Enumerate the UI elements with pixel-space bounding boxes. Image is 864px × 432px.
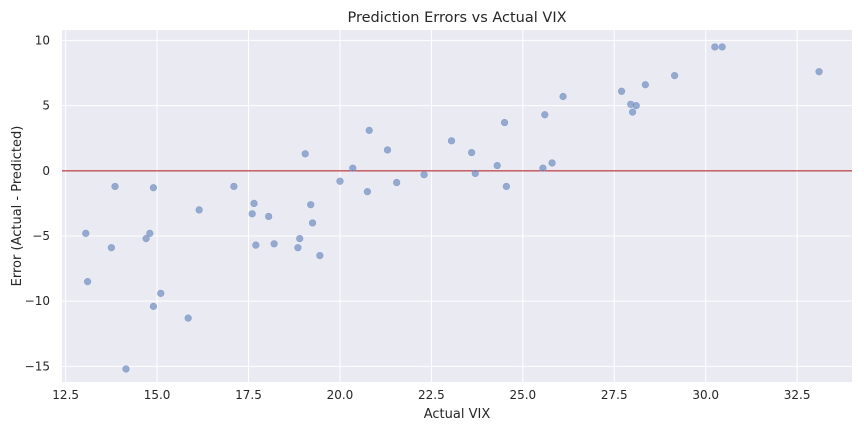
data-point xyxy=(82,229,90,237)
data-point xyxy=(393,178,401,187)
data-point xyxy=(500,118,509,127)
plot-area xyxy=(62,30,852,382)
data-point xyxy=(308,219,317,227)
data-point xyxy=(349,164,357,172)
data-point xyxy=(502,182,510,191)
y-axis-label: Error (Actual - Predicted) xyxy=(10,126,25,287)
data-point xyxy=(248,210,256,218)
data-point xyxy=(149,302,158,310)
data-point xyxy=(539,164,547,172)
data-point xyxy=(420,171,428,179)
data-point xyxy=(265,212,273,221)
x-tick-label: 32.5 xyxy=(784,388,811,402)
data-point xyxy=(548,159,556,167)
x-tick-label: 15.0 xyxy=(144,388,171,402)
data-point xyxy=(142,234,150,243)
data-point xyxy=(111,182,119,191)
data-point xyxy=(617,87,626,95)
data-point xyxy=(468,148,476,157)
data-point xyxy=(230,182,238,191)
data-point xyxy=(107,244,115,252)
data-point xyxy=(157,289,165,297)
data-point xyxy=(294,244,302,252)
data-point xyxy=(122,365,130,373)
x-axis-ticks: 12.5 15.0 17.5 20.0 22.5 25.0 27.5 30.0 32.5 xyxy=(52,388,810,402)
data-point xyxy=(541,111,549,119)
data-point xyxy=(471,169,479,178)
data-point xyxy=(493,161,501,170)
data-point xyxy=(146,229,154,237)
data-point xyxy=(84,278,92,286)
data-point xyxy=(383,146,392,154)
data-point xyxy=(628,108,637,116)
y-tick-label: 0 xyxy=(42,164,50,178)
data-point xyxy=(363,188,371,196)
y-tick-label: −15 xyxy=(25,359,50,373)
data-point xyxy=(447,137,456,145)
data-point xyxy=(559,92,567,101)
data-point xyxy=(184,314,192,322)
y-tick-label: −10 xyxy=(25,294,50,308)
data-point xyxy=(815,68,823,76)
data-point xyxy=(365,126,373,134)
data-point xyxy=(149,184,158,192)
data-point xyxy=(718,43,726,51)
data-point xyxy=(307,201,315,209)
x-tick-label: 12.5 xyxy=(52,388,79,402)
y-tick-label: 5 xyxy=(42,99,50,113)
data-point xyxy=(336,177,344,185)
x-tick-label: 25.0 xyxy=(509,388,536,402)
data-point xyxy=(252,241,260,249)
data-point xyxy=(296,234,304,243)
x-tick-label: 20.0 xyxy=(327,388,354,402)
data-points xyxy=(82,43,823,373)
y-tick-label: −5 xyxy=(32,229,50,243)
x-tick-label: 22.5 xyxy=(418,388,445,402)
data-point xyxy=(270,240,278,248)
data-point xyxy=(250,199,258,207)
y-axis-ticks: 10 5 0 −5 −10 −15 xyxy=(25,33,50,373)
chart-title: Prediction Errors vs Actual VIX xyxy=(347,10,566,26)
data-point xyxy=(316,251,324,260)
x-axis-label: Actual VIX xyxy=(424,407,491,422)
x-tick-label: 17.5 xyxy=(235,388,262,402)
y-tick-label: 10 xyxy=(35,33,50,47)
data-point xyxy=(641,81,649,89)
data-point xyxy=(671,72,679,80)
data-point xyxy=(195,206,203,214)
x-tick-label: 30.0 xyxy=(692,388,719,402)
x-tick-label: 27.5 xyxy=(601,388,628,402)
data-point xyxy=(632,102,640,110)
data-point xyxy=(711,43,719,51)
data-point xyxy=(301,150,309,158)
